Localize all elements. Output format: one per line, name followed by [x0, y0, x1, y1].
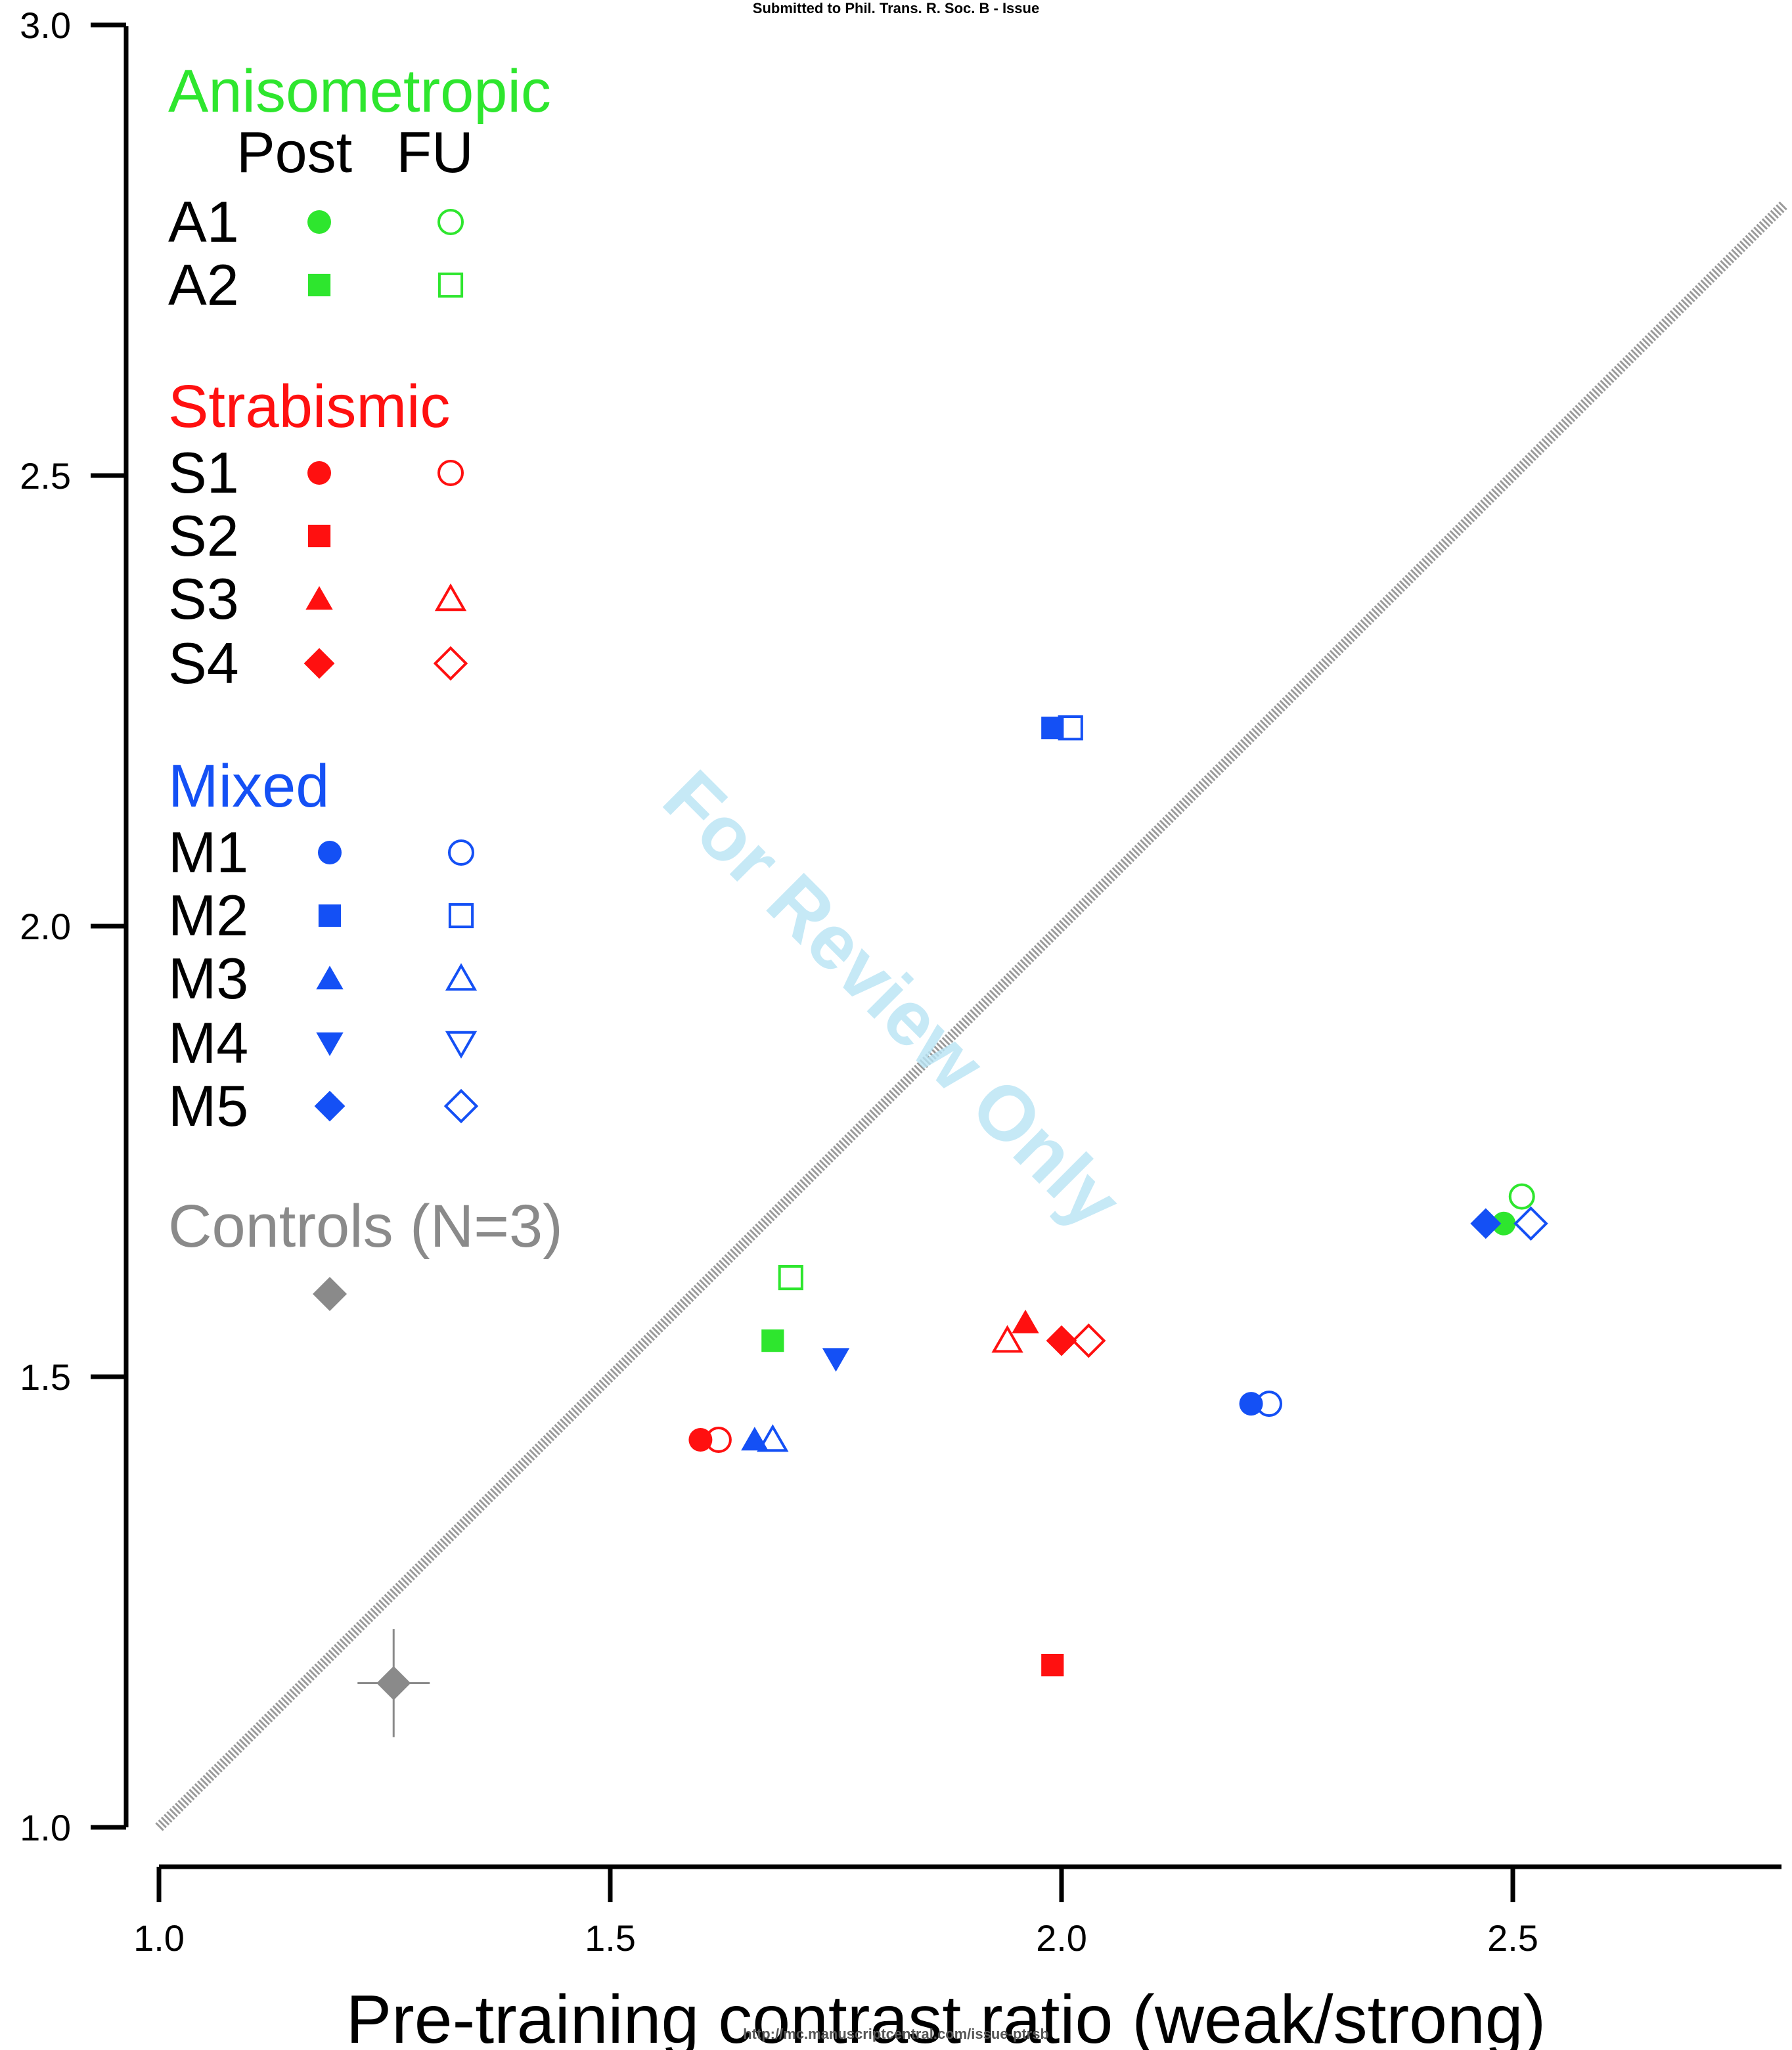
point-m1-post [1239, 1392, 1263, 1416]
point-controls-mean [376, 1666, 411, 1701]
legend-label-s4: S4 [168, 631, 239, 696]
point-m3-post [741, 1427, 769, 1451]
point-s2-post [1041, 1653, 1064, 1677]
legend-marker-s3-fu [434, 583, 467, 612]
point-m5-post [1470, 1208, 1502, 1239]
watermark-text: For Review Only [647, 754, 1138, 1245]
y-tick-label: 3.0 [20, 5, 71, 46]
legend-marker-a1-fu [437, 209, 464, 235]
unity-line [155, 201, 1787, 1831]
legend-title-anisometropic: Anisometropic [168, 58, 551, 125]
legend-title-controls: Controls (N=3) [168, 1193, 563, 1260]
data-points [357, 715, 1548, 1737]
legend-label-m5: M5 [168, 1073, 248, 1138]
point-a2-fu [778, 1264, 803, 1291]
legend-marker-controls [313, 1277, 347, 1311]
legend-marker-s1-fu [437, 460, 464, 486]
axes [91, 22, 1781, 1902]
legend-label-s3: S3 [168, 566, 239, 631]
legend-marker-a1-post [307, 210, 331, 234]
legend-marker-m1-post [318, 841, 342, 864]
legend-marker-s4-fu [433, 646, 468, 681]
point-a2-post [761, 1329, 784, 1352]
point-s4-fu [1071, 1323, 1106, 1358]
y-tick-label: 2.5 [20, 455, 71, 497]
legend-marker-m3-fu [445, 963, 478, 991]
legend-label-s1: S1 [168, 440, 239, 505]
legend-col-post: Post [236, 120, 352, 185]
legend-marker-m3-post [316, 966, 344, 990]
legend-marker-m4-post [316, 1032, 344, 1056]
x-tick-label: 1.5 [585, 1917, 636, 1959]
legend-marker-m1-fu [448, 839, 474, 866]
unity-diagonal-layer [155, 201, 1787, 1831]
point-m3-fu [757, 1424, 789, 1452]
point-s4-post [1046, 1325, 1077, 1356]
legend-marker-m2-post [318, 904, 342, 927]
legend-marker-a2-fu [437, 272, 464, 298]
point-a1-post [1492, 1211, 1516, 1236]
legend-marker-s1-post [307, 461, 331, 485]
x-tick-label: 2.0 [1036, 1917, 1087, 1959]
legend-title-strabismic: Strabismic [168, 373, 450, 440]
legend-label-m2: M2 [168, 883, 248, 948]
legend-label-m1: M1 [168, 820, 248, 885]
tick-labels: 1.0 1.5 2.0 2.5 3.0 1.0 1.5 2.0 2.5 [20, 5, 1538, 1959]
legend-label-m4: M4 [168, 1010, 248, 1075]
point-s3-fu [991, 1325, 1023, 1353]
legend-marker-a2-post [307, 273, 331, 297]
y-tick-label: 1.5 [20, 1356, 71, 1398]
y-tick-label: 2.0 [20, 906, 71, 947]
legend-label-a1: A1 [168, 189, 239, 254]
y-tick-label: 1.0 [20, 1807, 71, 1848]
legend-marker-m2-fu [448, 902, 474, 929]
legend-marker-m4-fu [445, 1031, 478, 1059]
x-tick-label: 1.0 [133, 1917, 185, 1959]
page-footer: http://mc.manuscriptcentral.com/issue-pt… [743, 2026, 1049, 2042]
legend-marker-m5-post [314, 1090, 346, 1122]
legend-marker-s4-post [303, 648, 335, 679]
legend-marker-m5-fu [443, 1088, 479, 1124]
legend-title-mixed: Mixed [168, 753, 329, 820]
x-tick-label: 2.5 [1487, 1917, 1538, 1959]
point-s3-post [1012, 1309, 1039, 1333]
legend-label-m3: M3 [168, 946, 248, 1011]
point-m5-fu [1513, 1206, 1548, 1241]
point-m2-post [1041, 717, 1064, 740]
point-m4-post [822, 1348, 850, 1372]
legend-col-fu: FU [396, 120, 473, 185]
x-axis-title: Pre-training contrast ratio (weak/strong… [346, 1982, 1546, 2050]
legend-marker-s2-post [307, 524, 331, 548]
legend-label-a2: A2 [168, 252, 239, 317]
point-a1-fu [1508, 1183, 1535, 1210]
legend-label-s2: S2 [168, 503, 239, 568]
page-header: Submitted to Phil. Trans. R. Soc. B - Is… [752, 0, 1040, 16]
point-s1-post [688, 1428, 713, 1452]
legend-marker-s3-post [305, 586, 333, 610]
